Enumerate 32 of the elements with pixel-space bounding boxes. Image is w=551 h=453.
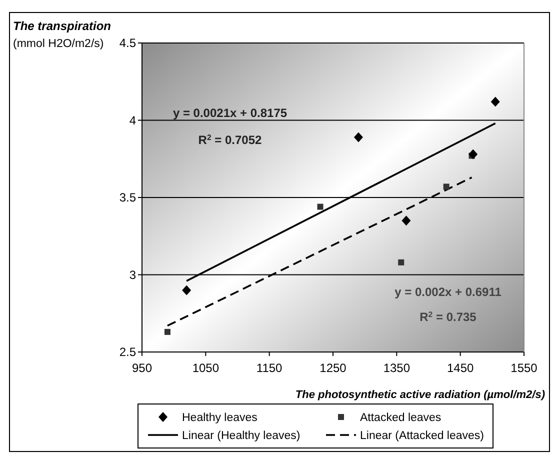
y-axis-title: (mmol H2O/m2/s) [13,38,104,50]
point [490,96,500,107]
point [468,149,478,160]
x-tick-label: 1050 [192,361,220,375]
point [354,132,363,142]
point [443,184,450,190]
point [164,328,170,335]
annotation: y = 0.0021x + 0.8175 [172,106,288,120]
chart-title: The transpiration [13,19,112,33]
x-tick-label: 1450 [446,361,474,375]
legend-label: Attacked leaves [360,412,442,424]
x-tick-label: 950 [132,361,152,375]
x-tick-label: 1150 [256,361,283,375]
annotation: R$^{2}$ = 0.7052 [198,132,262,147]
y-tick-label: 3.5 [119,190,136,205]
y-tick-label: 4.5 [119,36,136,50]
point [182,285,192,296]
legend-label: Healthy leaves [182,412,258,424]
annotation: y = 0.002x + 0.6911 [394,285,502,299]
x-axis-title: The photosynthetic active radiation (µmol/m2/s) [295,389,546,401]
x-tick-label: 1350 [383,361,410,375]
y-tick-label: 3 [129,268,136,282]
legend-label: Linear (Healthy leaves) [182,430,300,442]
annotation: R$^{2}$ = 0.735 [420,310,477,324]
x-tick-label: 1550 [510,361,538,375]
legend-label: Linear (Attacked leaves) [360,430,484,442]
point [398,259,404,266]
point [402,216,411,226]
y-tick-label: 4 [129,113,136,128]
point [317,204,324,210]
y-tick-label: 2.5 [119,345,136,360]
x-tick-label: 1250 [320,361,347,375]
